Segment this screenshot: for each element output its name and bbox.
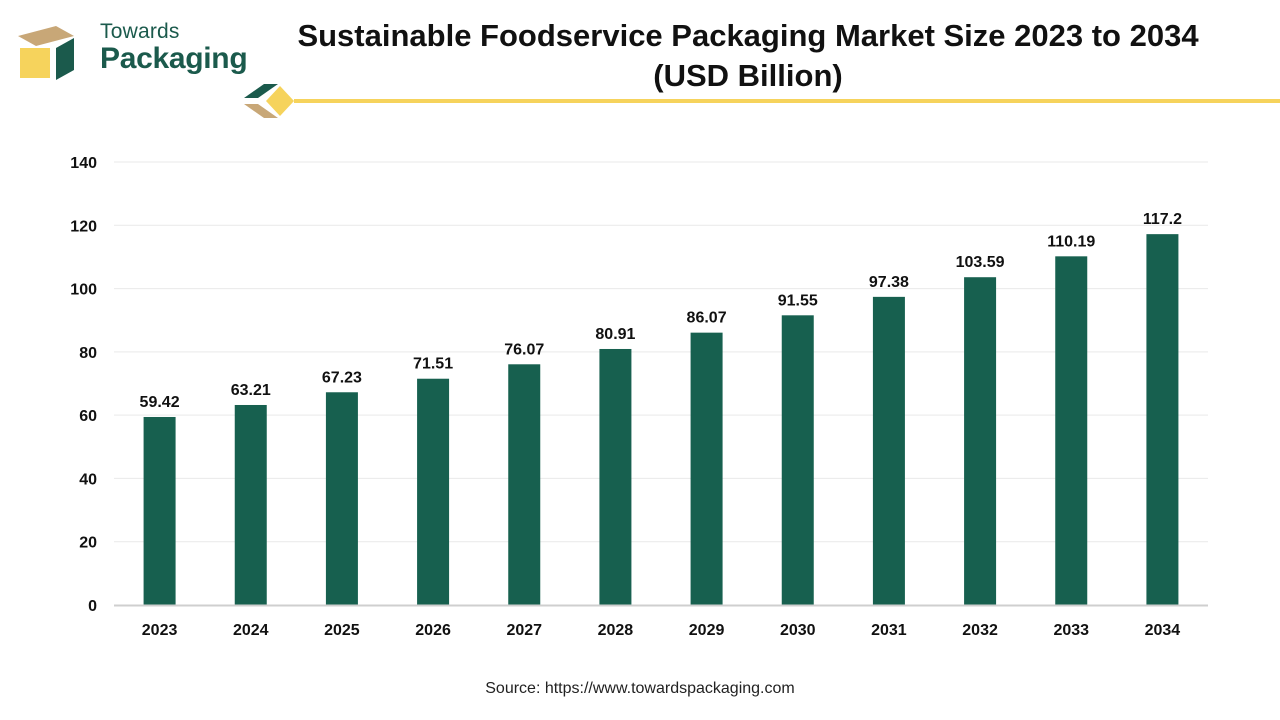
value-label-2029: 86.07 <box>687 310 727 327</box>
logo-text-packaging: Packaging <box>100 42 248 75</box>
value-label-2024: 63.21 <box>231 382 271 399</box>
x-tick-label-2023: 2023 <box>142 622 178 639</box>
value-label-2023: 59.42 <box>140 394 180 411</box>
x-tick-label-2034: 2034 <box>1145 622 1181 639</box>
box-logo-icon <box>18 26 74 80</box>
x-tick-label-2029: 2029 <box>689 622 725 639</box>
y-axis-ticks: 0 20 40 60 80 100 120 140 <box>70 155 97 615</box>
x-tick-label-2025: 2025 <box>324 622 360 639</box>
value-label-2030: 91.55 <box>778 292 818 309</box>
bar-2031 <box>872 296 905 605</box>
y-tick-label: 120 <box>70 218 97 235</box>
value-label-2025: 67.23 <box>322 369 362 386</box>
y-tick-label: 80 <box>79 345 97 362</box>
x-axis-ticks: 2023 2024 2025 2026 2027 2028 2029 2030 2031 2032… <box>142 622 1181 639</box>
divider-gold-line <box>294 99 1280 103</box>
y-tick-label: 20 <box>79 535 97 552</box>
chart-title: Sustainable Foodservice Packaging Market… <box>270 16 1226 96</box>
x-tick-label-2031: 2031 <box>871 622 907 639</box>
title-divider <box>244 84 1280 118</box>
value-labels: 59.42 63.21 67.23 71.51 76.07 80.91 86.07 91.55… <box>140 211 1183 411</box>
x-tick-label-2033: 2033 <box>1053 622 1089 639</box>
x-tick-label-2032: 2032 <box>962 622 998 639</box>
bar-2030 <box>781 315 814 605</box>
y-tick-label: 100 <box>70 282 97 299</box>
bar-2033 <box>1055 256 1088 605</box>
y-tick-label: 140 <box>70 155 97 172</box>
x-tick-label-2027: 2027 <box>506 622 542 639</box>
source-text: Source: https://www.towardspackaging.com <box>485 680 795 697</box>
value-label-2034: 117.2 <box>1143 211 1182 228</box>
value-label-2028: 80.91 <box>595 326 635 343</box>
bar-2023 <box>143 416 176 605</box>
box-front-square <box>20 48 50 78</box>
x-tick-label-2024: 2024 <box>233 622 269 639</box>
value-label-2026: 71.51 <box>413 356 453 373</box>
bar-2034 <box>1146 234 1179 605</box>
chart-title-line-1: Sustainable Foodservice Packaging Market… <box>297 18 1199 53</box>
logo-text-towards: Towards <box>100 20 180 43</box>
x-tick-label-2030: 2030 <box>780 622 816 639</box>
bar-2027 <box>508 364 541 605</box>
divider-green-chevron <box>244 84 278 98</box>
y-tick-label: 40 <box>79 471 97 488</box>
value-label-2027: 76.07 <box>504 341 544 358</box>
grid-lines <box>114 161 1208 543</box>
chart-title-line-2: (USD Billion) <box>653 58 843 93</box>
value-label-2032: 103.59 <box>956 254 1005 271</box>
box-side-panel <box>56 38 74 80</box>
divider-gold-diamond <box>266 86 294 116</box>
value-label-2033: 110.19 <box>1047 233 1095 250</box>
value-label-2031: 97.38 <box>869 274 909 291</box>
bar-2028 <box>599 348 632 605</box>
divider-tan-chevron <box>244 104 278 118</box>
bar-chart: 0 20 40 60 80 100 120 140 59.42 63.21 67.23 71.51 7… <box>70 155 1208 639</box>
bar-2029 <box>690 332 723 605</box>
x-tick-label-2026: 2026 <box>415 622 451 639</box>
bar-2026 <box>417 378 450 605</box>
bar-2024 <box>234 404 267 605</box>
bars <box>143 234 1179 605</box>
towards-packaging-logo: Towards Packaging <box>16 18 256 84</box>
y-tick-label: 60 <box>79 408 97 425</box>
box-lid-shape <box>18 26 74 46</box>
bar-2032 <box>964 277 997 605</box>
y-tick-label: 0 <box>88 598 97 615</box>
bar-2025 <box>325 392 358 605</box>
x-tick-label-2028: 2028 <box>598 622 634 639</box>
